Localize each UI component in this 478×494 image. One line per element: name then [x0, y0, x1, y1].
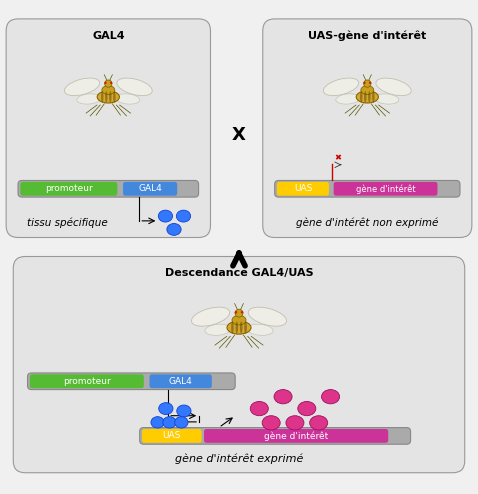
Ellipse shape — [310, 416, 328, 430]
Text: GAL4: GAL4 — [138, 184, 162, 193]
Ellipse shape — [336, 94, 360, 104]
Ellipse shape — [322, 390, 339, 404]
Text: UAS: UAS — [163, 431, 181, 440]
FancyBboxPatch shape — [21, 182, 117, 196]
Ellipse shape — [324, 78, 358, 96]
Ellipse shape — [110, 82, 112, 84]
Ellipse shape — [262, 416, 280, 430]
Ellipse shape — [77, 94, 101, 104]
Ellipse shape — [109, 91, 111, 103]
Text: promoteur: promoteur — [63, 377, 111, 386]
Text: promoteur: promoteur — [45, 184, 93, 193]
Ellipse shape — [102, 85, 115, 94]
FancyBboxPatch shape — [150, 374, 212, 388]
Ellipse shape — [369, 82, 371, 84]
FancyBboxPatch shape — [13, 256, 465, 473]
Ellipse shape — [158, 210, 173, 222]
Ellipse shape — [298, 402, 316, 416]
Ellipse shape — [104, 82, 107, 84]
Ellipse shape — [361, 85, 374, 94]
Ellipse shape — [235, 311, 237, 314]
Ellipse shape — [163, 416, 176, 428]
Text: gène d'intérêt non exprimé: gène d'intérêt non exprimé — [296, 218, 438, 229]
Ellipse shape — [65, 78, 100, 96]
Ellipse shape — [368, 91, 370, 103]
Ellipse shape — [227, 321, 251, 334]
Ellipse shape — [247, 324, 273, 335]
Ellipse shape — [250, 402, 268, 416]
Ellipse shape — [248, 307, 286, 326]
Ellipse shape — [241, 311, 243, 314]
Ellipse shape — [105, 91, 108, 103]
Ellipse shape — [356, 91, 379, 103]
Ellipse shape — [240, 322, 242, 334]
FancyBboxPatch shape — [123, 182, 177, 196]
Ellipse shape — [244, 322, 247, 334]
Ellipse shape — [232, 315, 246, 325]
Text: tissu spécifique: tissu spécifique — [27, 218, 108, 229]
Text: gène d'intérêt: gène d'intérêt — [264, 431, 328, 441]
Ellipse shape — [364, 91, 367, 103]
Ellipse shape — [364, 80, 371, 87]
FancyBboxPatch shape — [204, 429, 388, 443]
Ellipse shape — [101, 91, 103, 103]
Ellipse shape — [174, 416, 188, 428]
Ellipse shape — [235, 309, 243, 317]
FancyBboxPatch shape — [18, 180, 198, 197]
Ellipse shape — [97, 91, 120, 103]
Text: GAL4: GAL4 — [169, 377, 193, 386]
Ellipse shape — [205, 324, 231, 335]
Text: Descendance GAL4/UAS: Descendance GAL4/UAS — [165, 268, 313, 278]
FancyBboxPatch shape — [277, 182, 329, 196]
Ellipse shape — [167, 223, 181, 235]
Ellipse shape — [177, 405, 191, 417]
FancyBboxPatch shape — [140, 428, 411, 444]
Ellipse shape — [286, 416, 304, 430]
Text: ✖: ✖ — [335, 154, 342, 163]
FancyBboxPatch shape — [6, 19, 210, 238]
Ellipse shape — [231, 322, 234, 334]
Ellipse shape — [105, 80, 112, 87]
Ellipse shape — [151, 416, 164, 428]
Ellipse shape — [376, 78, 411, 96]
Text: X: X — [232, 126, 246, 144]
Ellipse shape — [372, 91, 375, 103]
FancyBboxPatch shape — [30, 374, 144, 388]
Text: gène d'intérêt: gène d'intérêt — [356, 184, 415, 194]
Ellipse shape — [236, 322, 238, 334]
Ellipse shape — [360, 91, 362, 103]
Ellipse shape — [363, 82, 366, 84]
Ellipse shape — [113, 91, 116, 103]
Ellipse shape — [116, 94, 140, 104]
Ellipse shape — [117, 78, 152, 96]
FancyBboxPatch shape — [275, 180, 460, 197]
Ellipse shape — [176, 210, 191, 222]
Text: gène d'intérêt exprimé: gène d'intérêt exprimé — [175, 453, 303, 464]
FancyBboxPatch shape — [28, 373, 235, 390]
Ellipse shape — [192, 307, 230, 326]
Text: UAS-gène d'intérêt: UAS-gène d'intérêt — [308, 30, 426, 41]
FancyBboxPatch shape — [263, 19, 472, 238]
FancyBboxPatch shape — [334, 182, 437, 196]
Text: UAS: UAS — [294, 184, 312, 193]
Ellipse shape — [375, 94, 399, 104]
Ellipse shape — [274, 390, 292, 404]
FancyBboxPatch shape — [142, 429, 202, 443]
Ellipse shape — [159, 403, 173, 414]
Text: GAL4: GAL4 — [92, 31, 125, 41]
